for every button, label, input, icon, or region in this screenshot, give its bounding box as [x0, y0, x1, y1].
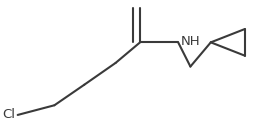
Text: O: O — [135, 0, 145, 2]
Text: Cl: Cl — [2, 108, 15, 121]
Text: NH: NH — [181, 35, 200, 48]
